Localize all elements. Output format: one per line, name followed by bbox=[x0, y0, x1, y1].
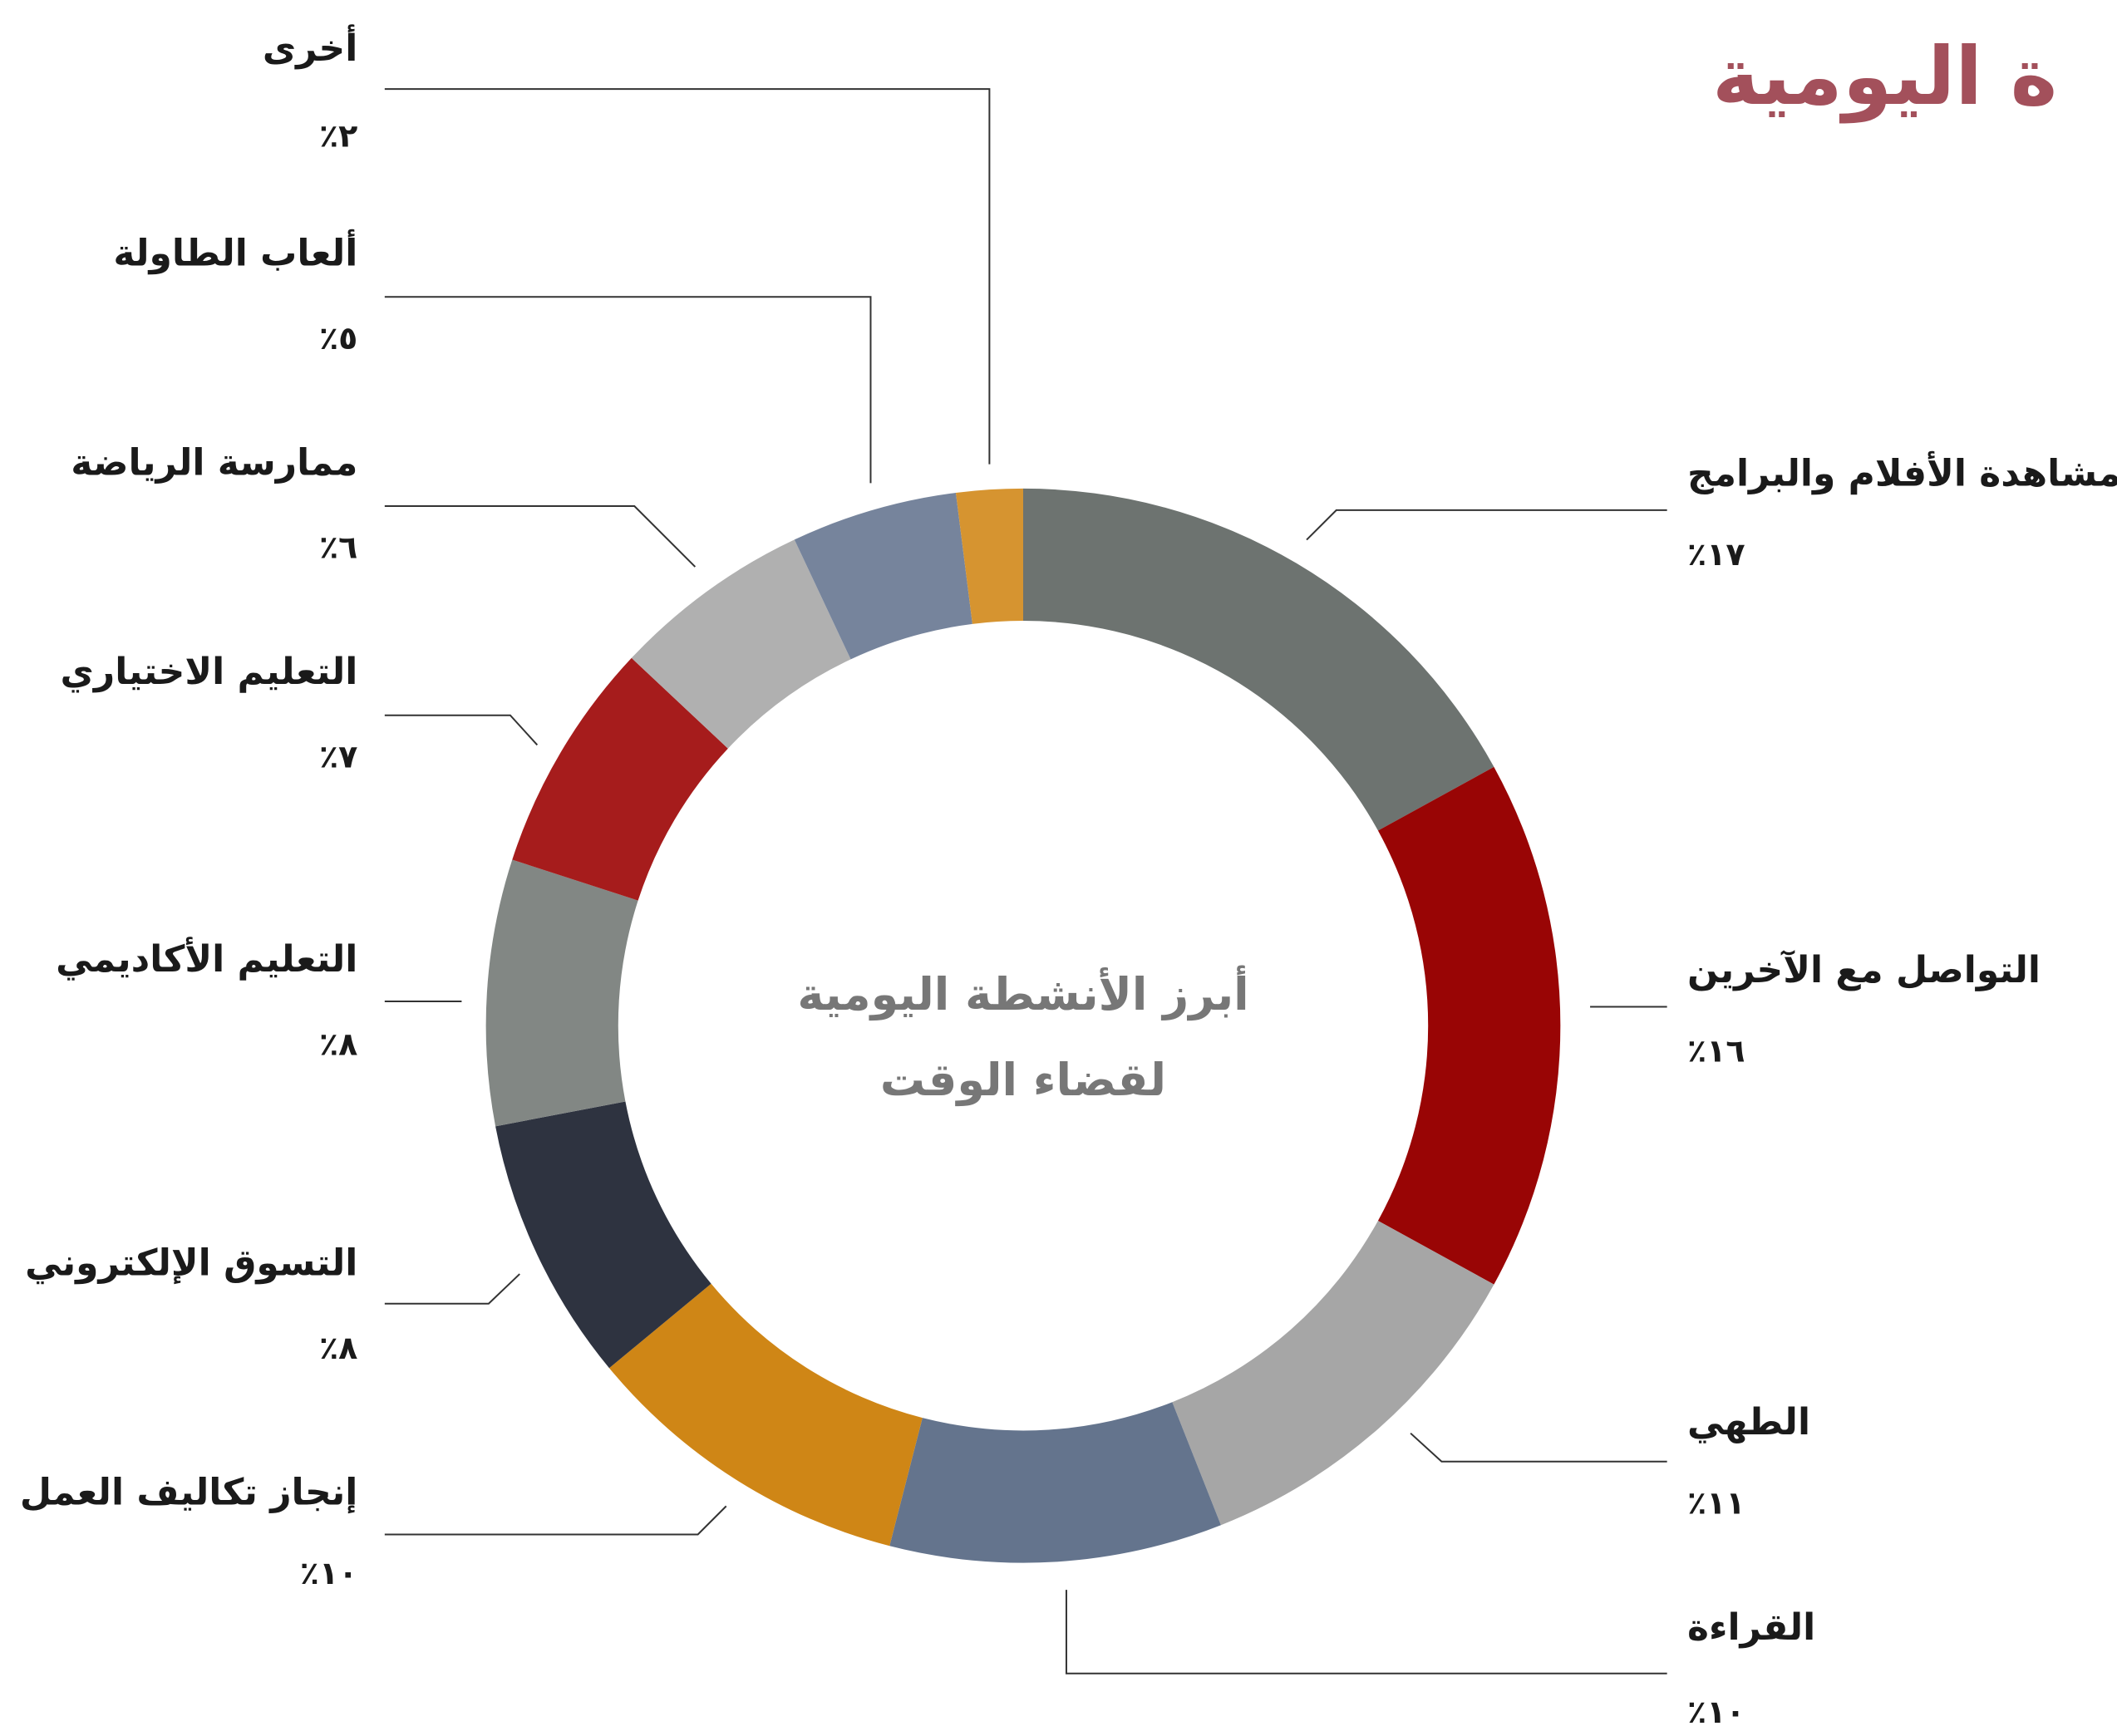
chart-title: ة اليومية bbox=[1712, 30, 2057, 124]
category-label: التعليم الأكاديمي bbox=[56, 937, 357, 981]
category-label: مشاهدة الأفلام والبرامج bbox=[1687, 450, 2117, 494]
value-label: ٨٪ bbox=[319, 1025, 357, 1062]
donut-segment bbox=[512, 657, 728, 901]
leader-line bbox=[384, 1273, 520, 1305]
category-label: ممارسة الرياضة bbox=[71, 441, 357, 484]
donut-segment bbox=[889, 1402, 1221, 1563]
leader-line bbox=[384, 714, 539, 746]
value-label: ٦٪ bbox=[319, 529, 357, 566]
category-label: الطهي bbox=[1687, 1401, 1810, 1443]
donut-segment bbox=[495, 1101, 711, 1369]
value-label: ١٠٪ bbox=[1687, 1694, 1745, 1730]
value-label: ٧٪ bbox=[319, 738, 357, 775]
leader-line bbox=[384, 88, 991, 465]
value-label: ٥٪ bbox=[319, 320, 357, 357]
leader-line bbox=[384, 296, 872, 484]
leader-line bbox=[1065, 1590, 1667, 1675]
donut-segment bbox=[955, 488, 1023, 624]
center-label: لقضاء الوقت bbox=[880, 1054, 1166, 1106]
donut-segment bbox=[485, 859, 638, 1127]
category-label: إنجاز تكاليف العمل bbox=[20, 1472, 358, 1514]
value-label: ١١٪ bbox=[1687, 1485, 1745, 1522]
leader-line bbox=[1306, 509, 1667, 541]
category-label: القراءة bbox=[1687, 1606, 1815, 1649]
donut-segment bbox=[794, 492, 972, 660]
donut-segment bbox=[608, 1283, 923, 1547]
center-label: أبرز الأنشطة اليومية bbox=[797, 965, 1248, 1020]
leader-line bbox=[384, 505, 697, 568]
leader-line bbox=[1410, 1432, 1667, 1463]
donut-segment bbox=[1022, 488, 1494, 831]
value-label: ١٦٪ bbox=[1687, 1032, 1745, 1069]
donut-segment bbox=[1377, 766, 1561, 1285]
category-label: أخرى bbox=[263, 24, 358, 70]
category-label: التسوق الإلكتروني bbox=[25, 1242, 357, 1284]
value-label: ١٧٪ bbox=[1687, 536, 1745, 573]
category-label: ألعاب الطاولة bbox=[113, 229, 357, 275]
donut-segment bbox=[1172, 1220, 1494, 1526]
category-label: التعليم الاختياري bbox=[61, 651, 358, 693]
leader-line bbox=[384, 1505, 727, 1536]
value-label: ٨٪ bbox=[319, 1330, 357, 1366]
value-label: ١٠٪ bbox=[300, 1555, 358, 1591]
donut-segment bbox=[631, 539, 851, 749]
value-label: ٢٪ bbox=[319, 117, 357, 154]
category-label: التواصل مع الآخرين bbox=[1687, 949, 2041, 991]
